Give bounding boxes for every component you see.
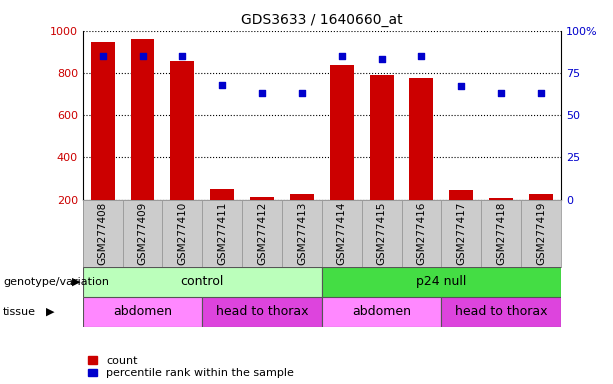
Bar [322, 297, 441, 327]
Bar [322, 200, 362, 267]
Bar [290, 194, 314, 200]
Bar [409, 78, 433, 200]
Point [218, 82, 227, 88]
Text: ▶: ▶ [46, 307, 55, 317]
Bar [529, 194, 553, 200]
Text: GSM277416: GSM277416 [416, 202, 427, 265]
Point [257, 90, 267, 96]
Point [137, 53, 148, 59]
Bar [210, 189, 234, 200]
Text: GSM277412: GSM277412 [257, 202, 267, 265]
Bar [322, 267, 561, 297]
Text: GSM277414: GSM277414 [337, 202, 347, 265]
Bar [521, 200, 561, 267]
Bar [83, 200, 123, 267]
Text: GSM277409: GSM277409 [137, 202, 148, 265]
Text: GSM277418: GSM277418 [496, 202, 506, 265]
Text: GSM277410: GSM277410 [177, 202, 188, 265]
Text: ▶: ▶ [72, 277, 81, 287]
Bar [170, 61, 194, 200]
Bar [441, 200, 481, 267]
Text: head to thorax: head to thorax [455, 305, 547, 318]
Point [98, 53, 108, 59]
Title: GDS3633 / 1640660_at: GDS3633 / 1640660_at [241, 13, 403, 27]
Point [497, 90, 506, 96]
Point [297, 90, 307, 96]
Text: abdomen: abdomen [113, 305, 172, 318]
Bar [441, 297, 561, 327]
Text: control: control [181, 275, 224, 288]
Text: genotype/variation: genotype/variation [3, 277, 109, 287]
Bar [83, 297, 202, 327]
Point [536, 90, 546, 96]
Bar [250, 197, 274, 200]
Bar [202, 297, 322, 327]
Bar [481, 200, 521, 267]
Text: GSM277415: GSM277415 [376, 202, 387, 265]
Text: GSM277408: GSM277408 [97, 202, 108, 265]
Bar [242, 200, 282, 267]
Bar [91, 42, 115, 200]
Bar [131, 39, 154, 200]
Text: GSM277413: GSM277413 [297, 202, 307, 265]
Text: abdomen: abdomen [352, 305, 411, 318]
Point [337, 53, 347, 59]
Bar [202, 200, 242, 267]
Point [376, 56, 386, 63]
Text: GSM277411: GSM277411 [217, 202, 227, 265]
Bar [489, 198, 513, 200]
Text: GSM277419: GSM277419 [536, 202, 546, 265]
Text: GSM277417: GSM277417 [456, 202, 466, 265]
Bar [362, 200, 402, 267]
Bar [370, 74, 394, 200]
Bar [402, 200, 441, 267]
Text: head to thorax: head to thorax [216, 305, 308, 318]
Text: tissue: tissue [3, 307, 36, 317]
Point [178, 53, 188, 59]
Point [417, 53, 427, 59]
Bar [449, 190, 473, 200]
Bar [282, 200, 322, 267]
Bar [123, 200, 162, 267]
Legend: count, percentile rank within the sample: count, percentile rank within the sample [88, 356, 294, 379]
Text: p24 null: p24 null [416, 275, 466, 288]
Bar [162, 200, 202, 267]
Point [456, 83, 466, 89]
Bar [330, 65, 354, 200]
Bar [83, 267, 322, 297]
